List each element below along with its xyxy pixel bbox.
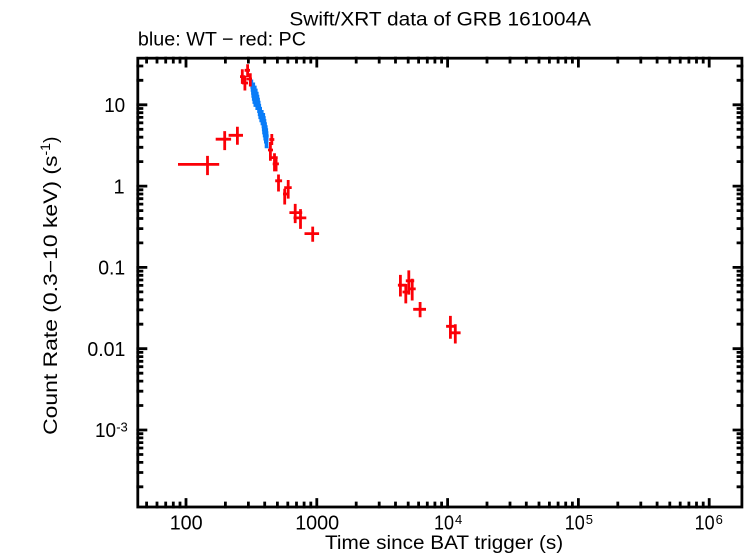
svg-text:5: 5 xyxy=(586,512,593,527)
svg-text:blue: WT − red: PC: blue: WT − red: PC xyxy=(138,29,306,51)
svg-text:1000: 1000 xyxy=(295,512,339,534)
svg-text:10: 10 xyxy=(434,512,454,534)
svg-text:0.1: 0.1 xyxy=(98,258,125,280)
svg-text:Time since BAT trigger (s): Time since BAT trigger (s) xyxy=(325,532,563,554)
svg-text:): ) xyxy=(40,137,62,144)
svg-text:-3: -3 xyxy=(116,420,128,435)
svg-text:4: 4 xyxy=(455,512,462,527)
svg-text:10: 10 xyxy=(565,512,585,534)
svg-text:10: 10 xyxy=(104,95,125,117)
svg-text:Count Rate (0.3−10 keV) (s: Count Rate (0.3−10 keV) (s xyxy=(40,155,62,435)
svg-text:Swift/XRT data of GRB 161004A: Swift/XRT data of GRB 161004A xyxy=(289,9,591,31)
svg-text:100: 100 xyxy=(170,512,203,534)
svg-text:0.01: 0.01 xyxy=(87,339,125,361)
svg-text:-1: -1 xyxy=(37,143,53,156)
svg-text:10: 10 xyxy=(95,420,116,442)
svg-text:1: 1 xyxy=(113,176,124,198)
svg-text:6: 6 xyxy=(716,512,723,527)
svg-text:10: 10 xyxy=(695,512,715,534)
